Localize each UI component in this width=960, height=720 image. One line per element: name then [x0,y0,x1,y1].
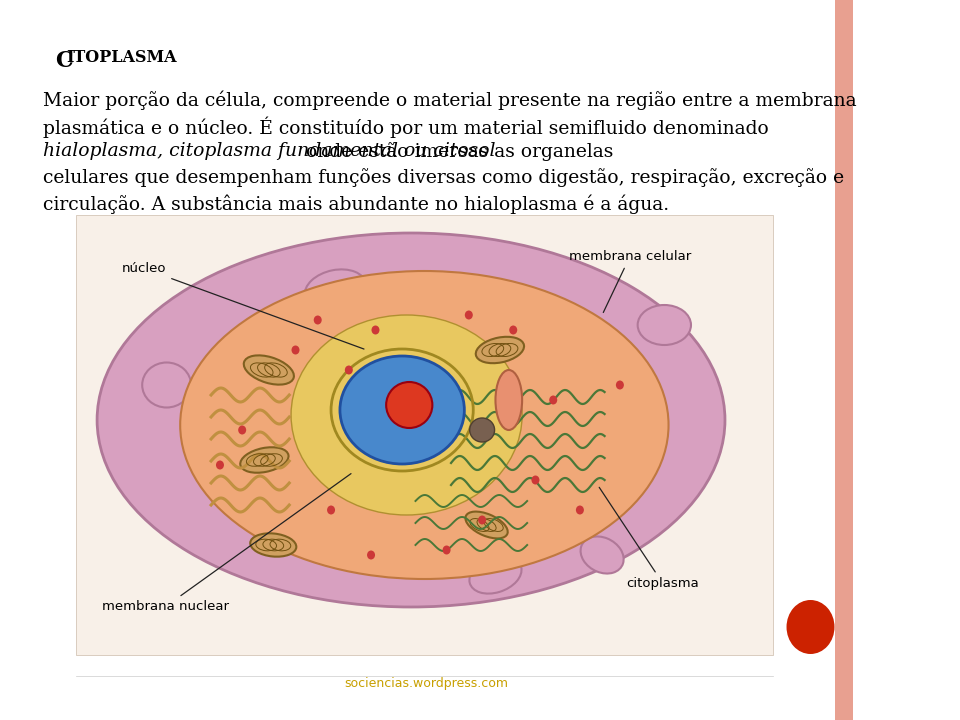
Ellipse shape [240,447,289,473]
Ellipse shape [372,325,379,335]
Ellipse shape [469,557,521,593]
Ellipse shape [478,516,486,524]
Ellipse shape [786,600,834,654]
Text: C: C [55,50,73,72]
Text: circulação. A substância mais abundante no hialoplasma é a água.: circulação. A substância mais abundante … [42,194,669,214]
Ellipse shape [465,310,473,320]
Ellipse shape [549,395,557,405]
Text: sociencias.wordpress.com: sociencias.wordpress.com [345,677,509,690]
Text: onde estão imersas as organelas: onde estão imersas as organelas [294,142,613,161]
Ellipse shape [616,380,624,390]
Text: celulares que desempenham funções diversas como digestão, respiração, excreção e: celulares que desempenham funções divers… [42,168,844,187]
Text: ITOPLASMA: ITOPLASMA [66,49,178,66]
Text: membrana celular: membrana celular [568,250,691,312]
Ellipse shape [345,366,353,374]
Ellipse shape [443,546,450,554]
Ellipse shape [466,512,508,539]
Text: Maior porção da célula, compreende o material presente na região entre a membran: Maior porção da célula, compreende o mat… [42,90,856,109]
Ellipse shape [469,418,494,442]
Ellipse shape [495,370,522,430]
Ellipse shape [251,534,297,557]
Text: plasmática e o núcleo. É constituído por um material semifluido denominado: plasmática e o núcleo. É constituído por… [42,116,768,138]
Ellipse shape [509,325,517,335]
Ellipse shape [637,305,691,345]
Ellipse shape [216,461,224,469]
Ellipse shape [292,346,300,354]
Ellipse shape [304,269,367,310]
Ellipse shape [576,505,584,515]
Ellipse shape [238,426,246,434]
Ellipse shape [476,337,524,363]
Bar [76,215,773,655]
Ellipse shape [244,356,294,384]
Ellipse shape [142,362,191,408]
Text: hialoplasma, citoplasma fundamental ou citosol: hialoplasma, citoplasma fundamental ou c… [42,142,495,160]
Text: membrana nuclear: membrana nuclear [102,474,351,613]
Ellipse shape [367,551,375,559]
Ellipse shape [291,315,522,515]
Ellipse shape [386,382,432,428]
Text: citoplasma: citoplasma [599,487,699,590]
Bar [835,0,853,720]
Ellipse shape [327,505,335,515]
Ellipse shape [340,356,465,464]
Text: núcleo: núcleo [122,262,364,349]
Ellipse shape [180,271,668,579]
Ellipse shape [532,475,540,485]
Ellipse shape [314,315,322,325]
Ellipse shape [581,536,624,574]
Ellipse shape [97,233,725,607]
